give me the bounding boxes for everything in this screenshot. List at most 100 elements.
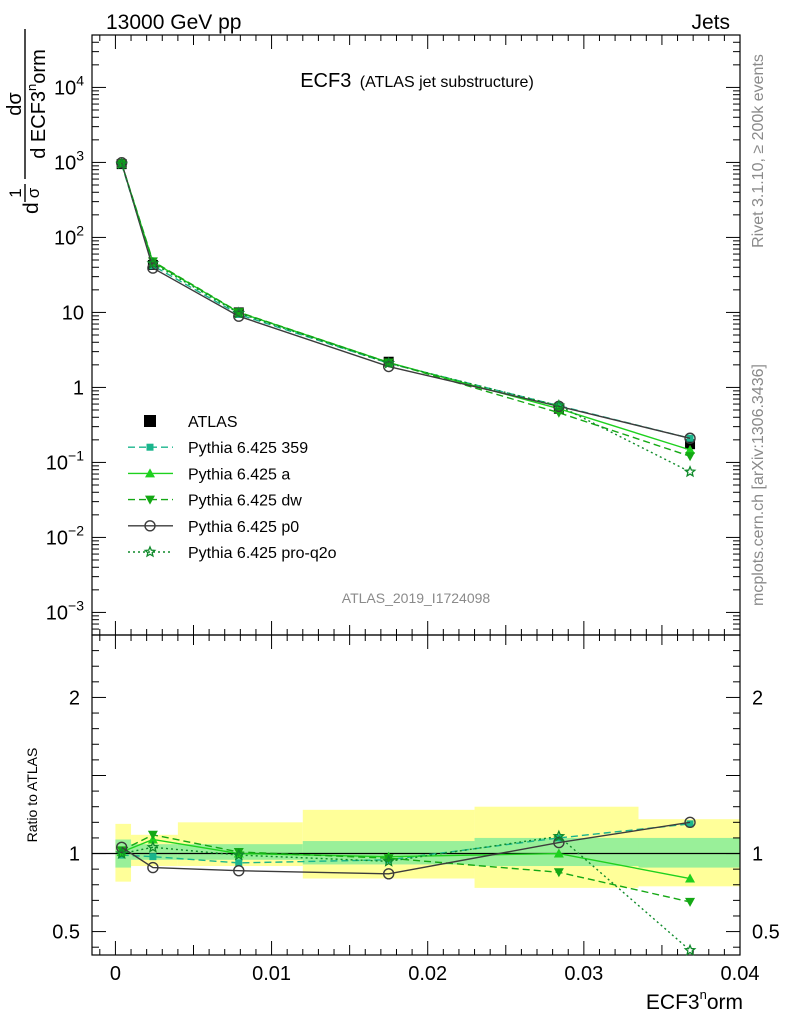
ratio-line [121,834,691,903]
main-series-2 [116,158,696,454]
legend-item-0: ATLAS [144,414,238,431]
main-y-tick-label: 104 [54,72,84,99]
legend-marker [143,545,157,558]
x-tick-label: 0.01 [252,963,291,985]
legend-item-4: Pythia 6.425 p0 [128,519,299,536]
ratio-y-tick-label-right: 2 [752,687,763,709]
ratio-y-tick-label: 2 [69,687,80,709]
legend: ATLAS Pythia 6.425 359 Pythia 6.425 a Pythi… [128,414,337,562]
plot-title: ECF3 (ATLAS jet substructure) [300,70,534,92]
ratio-line [121,823,691,864]
ylabel-d-den: d ECF3norm [24,49,50,159]
plot-title-main: ECF3 [300,70,351,92]
main-series-5 [115,157,697,478]
x-tick-label: 0.03 [564,963,603,985]
main-point [684,432,696,444]
ratio-y-tick-label-right: 0.5 [752,922,780,944]
ratio-point [683,943,697,956]
main-y-tick-label: 10−2 [46,522,84,549]
ylabel-frac-num: 1 [6,188,25,197]
legend-marker [146,443,154,451]
ratio-point [553,836,565,849]
ratio-point [686,820,694,828]
ratio-y-tick-label: 1 [69,844,80,866]
legend-item-5: Pythia 6.425 pro-q2o [128,545,337,562]
main-series-1 [118,160,694,442]
main-point [382,356,396,369]
main-point [115,157,129,170]
analysis-id: ATLAS_2019_I1724098 [342,590,491,606]
plot-title-sub: (ATLAS jet substructure) [360,74,534,91]
ylabel-frac-den: σ [24,187,43,198]
ratio-point [684,816,696,829]
ratio-ylabel: Ratio to ATLAS [24,748,40,843]
main-point [382,360,395,373]
main-ylabel: d 1 σ dσ d ECF3norm [4,29,50,214]
ratio-point [553,848,564,858]
main-line [121,163,691,473]
legend-item-1: Pythia 6.425 359 [128,440,308,457]
rivet-label: Rivet 3.1.10, ≥ 200k events [750,54,767,248]
main-y-tick-label: 10 [62,302,84,324]
ratio-line [121,835,691,951]
main-point [233,308,244,318]
legend-label: Pythia 6.425 p0 [188,519,299,536]
ratio-point [147,861,159,874]
main-point [232,306,246,319]
legend-item-2: Pythia 6.425 a [128,466,290,483]
ratio-point [147,830,158,840]
ratio-point [382,868,395,880]
x-axis-label: ECF3norm [646,987,743,1014]
ratio-frame [91,634,741,956]
ratio-band-stat-5 [638,837,740,868]
main-y-tick-label: 1 [73,377,84,399]
ratio-series-4 [115,816,696,880]
mcplots-label: mcplots.cern.ch [arXiv:1306.3436] [750,364,767,606]
header-right: Jets [691,11,730,34]
ratio-point [115,841,128,853]
main-line [121,163,691,451]
main-point [146,256,160,269]
main-series-4 [115,157,696,444]
header-left: 13000 GeV pp [106,11,241,34]
ratio-point [232,848,246,861]
legend-label: Pythia 6.425 pro-q2o [188,545,337,562]
ratio-point [552,829,566,842]
main-series-0 [116,159,696,450]
legend-label: ATLAS [188,414,238,431]
ratio-point [233,847,244,857]
legend-label: Pythia 6.425 a [188,466,290,483]
legend-marker [144,415,156,427]
ratio-y-tick-label-right: 1 [752,844,763,866]
ylabel-prefix: d [20,202,43,214]
main-axes: 10−3 10−2 10−1 1 10 102 103 104 [46,34,741,636]
main-series [115,157,697,478]
main-point [686,434,694,442]
ratio-point [383,854,394,864]
ratio-point [685,873,696,883]
ratio-y-tick-label: 0.5 [52,922,80,944]
main-point [685,444,696,454]
ratio-point [149,853,157,861]
ratio-point [685,897,696,907]
ratio-point [115,846,129,859]
main-point [685,452,696,462]
legend-label: Pythia 6.425 359 [188,440,308,457]
main-y-tick-label: 102 [54,222,84,249]
ratio-band-stat-4 [474,837,639,867]
legend-item-3: Pythia 6.425 dw [128,493,302,510]
ratio-axes: 0.5 0.5 1 1 2 2 0 0.01 0.02 0.03 0.04 [52,634,780,985]
legend-label: Pythia 6.425 dw [188,493,302,510]
ratio-point [382,854,396,867]
legend-marker [145,468,155,478]
main-y-tick-label: 10−1 [46,447,84,474]
main-point [683,465,697,478]
x-tick-label: 0.04 [721,963,760,985]
main-point [552,399,566,412]
ylabel-d-num: dσ [4,92,26,116]
main-line [121,163,691,457]
main-point [147,262,159,274]
ratio-line [121,838,691,880]
ratio-point [235,859,243,867]
